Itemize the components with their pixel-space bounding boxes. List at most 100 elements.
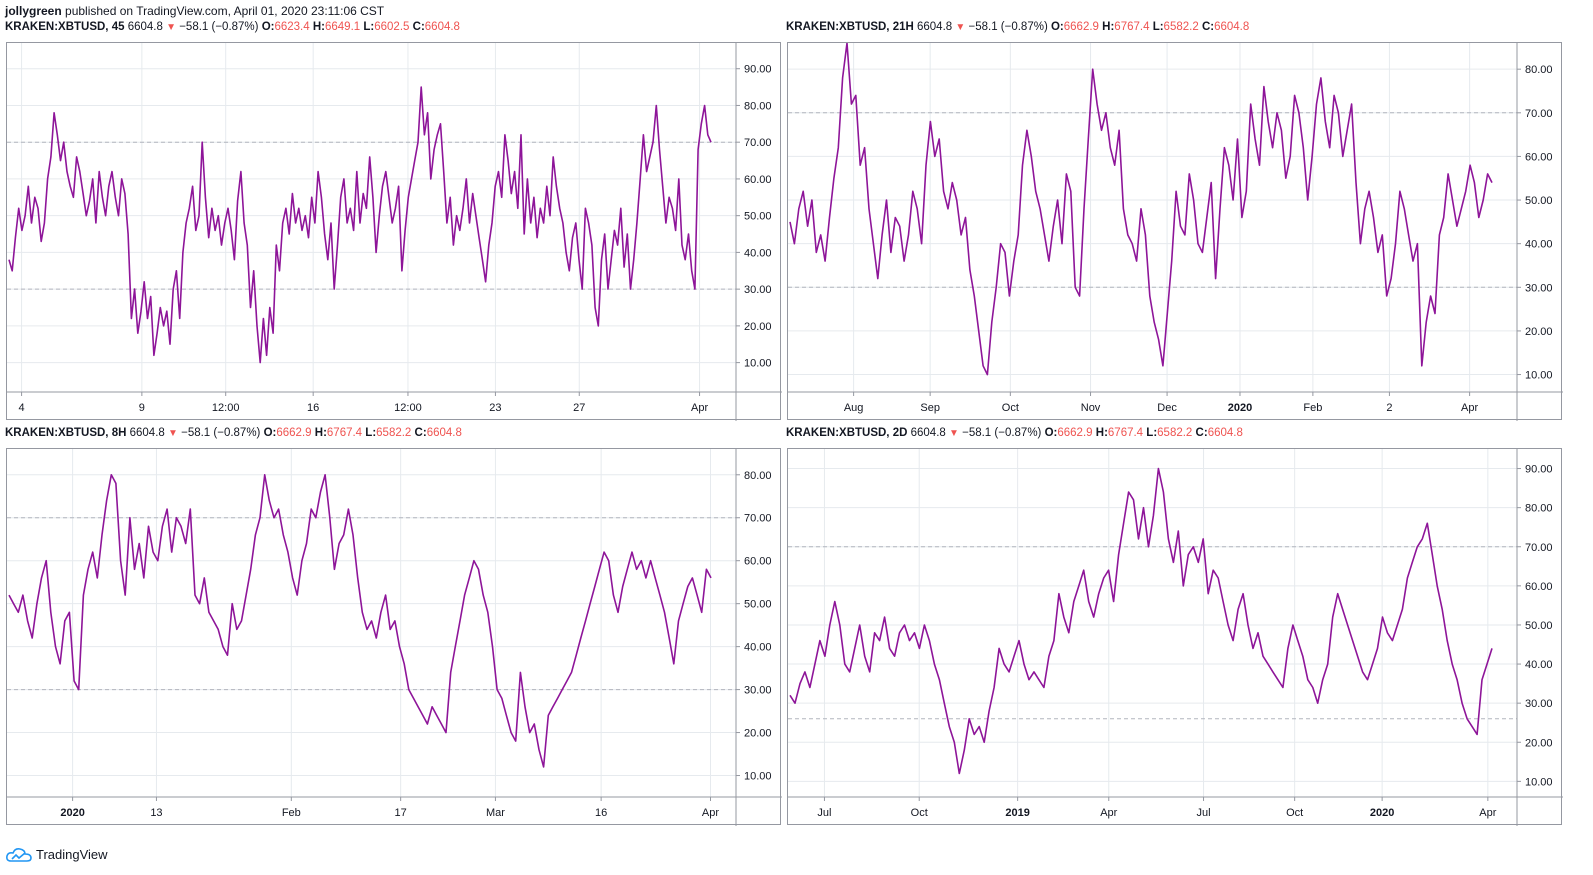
high-value: 6649.1 xyxy=(325,21,361,33)
publisher-name: jollygreen xyxy=(5,4,62,18)
x-tick-label: 4 xyxy=(19,402,25,414)
chart-panel-45m[interactable]: 10.00 20.00 30.00 40.00 50.00 60.00 70.00 80.00… xyxy=(6,42,782,421)
brand-label: TradingView xyxy=(36,847,108,862)
y-tick-label: 40.00 xyxy=(1525,239,1553,251)
chart-svg: 10.00 20.00 30.00 40.00 50.00 60.00 70.00 80.00… xyxy=(788,43,1563,421)
x-tick-label: Feb xyxy=(1303,402,1322,414)
y-tick-label: 50.00 xyxy=(1525,620,1553,632)
y-tick-label: 10.00 xyxy=(1525,370,1553,382)
publish-details: published on TradingView.com, April 01, … xyxy=(65,4,385,18)
rsi-series-line xyxy=(8,473,712,768)
tradingview-logo[interactable]: TradingView xyxy=(6,847,108,862)
chart-panel-8h[interactable]: 10.00 20.00 30.00 40.00 50.00 60.00 70.00 80.00… xyxy=(6,448,782,826)
x-tick-label: Oct xyxy=(1286,807,1303,819)
x-tick-label: Sep xyxy=(920,402,940,414)
y-tick-label: 20.00 xyxy=(1525,326,1553,338)
x-tick-label: 12:00 xyxy=(394,402,422,414)
x-tick-label: 2019 xyxy=(1005,807,1029,819)
x-tick-label: 17 xyxy=(395,807,407,819)
chart-panel-2d[interactable]: 10.00 20.00 30.00 40.00 50.00 60.00 70.00 80.00… xyxy=(787,448,1563,826)
down-arrow-icon: ▼ xyxy=(166,22,176,33)
x-tick-label: 2020 xyxy=(1370,807,1394,819)
cloud-icon xyxy=(6,847,32,862)
y-tick-label: 90.00 xyxy=(1525,464,1553,476)
y-tick-label: 70.00 xyxy=(744,137,772,149)
y-tick-label: 30.00 xyxy=(1525,698,1553,710)
close-value: 6604.8 xyxy=(1214,21,1250,33)
panel-3-header: KRAKEN:XBTUSD, 8H 6604.8 ▼ −58.1 (−0.87%… xyxy=(5,427,462,439)
x-tick-label: Nov xyxy=(1081,402,1101,414)
open-value: 6662.9 xyxy=(1063,21,1099,33)
down-arrow-icon: ▼ xyxy=(955,22,966,33)
y-tick-label: 60.00 xyxy=(744,556,772,568)
close-value: 6604.8 xyxy=(1207,427,1243,439)
y-tick-label: 10.00 xyxy=(744,771,772,783)
last-price: 6604.8 xyxy=(129,427,165,439)
x-tick-label: 23 xyxy=(489,402,501,414)
high-value: 6767.4 xyxy=(1107,427,1144,439)
panel-1-header: KRAKEN:XBTUSD, 45 6604.8 ▼ −58.1 (−0.87%… xyxy=(5,21,460,33)
x-tick-label: 2020 xyxy=(60,807,84,819)
y-tick-label: 30.00 xyxy=(744,284,772,296)
rsi-series-line xyxy=(8,86,712,364)
y-tick-label: 60.00 xyxy=(1525,581,1553,593)
last-price: 6604.8 xyxy=(910,427,946,439)
y-tick-label: 80.00 xyxy=(1525,503,1553,515)
x-tick-label: 12:00 xyxy=(212,402,240,414)
symbol-label: KRAKEN:XBTUSD, 21H xyxy=(786,21,914,33)
low-value: 6582.2 xyxy=(1163,21,1199,33)
rsi-series-line xyxy=(789,43,1493,376)
y-tick-label: 60.00 xyxy=(744,174,772,186)
x-tick-label: 27 xyxy=(573,402,585,414)
x-tick-label: Apr xyxy=(691,402,708,414)
y-tick-label: 90.00 xyxy=(744,64,772,76)
y-tick-label: 60.00 xyxy=(1525,151,1553,163)
y-tick-label: 50.00 xyxy=(1525,195,1553,207)
x-tick-label: Oct xyxy=(1002,402,1019,414)
y-tick-label: 30.00 xyxy=(1525,282,1553,294)
x-tick-label: 16 xyxy=(595,807,607,819)
low-value: 6602.5 xyxy=(374,21,410,33)
y-tick-label: 50.00 xyxy=(744,211,772,223)
chart-panel-21h[interactable]: 10.00 20.00 30.00 40.00 50.00 60.00 70.00 80.00… xyxy=(787,42,1563,421)
open-value: 6623.4 xyxy=(274,21,310,33)
down-arrow-icon: ▼ xyxy=(949,428,959,439)
close-value: 6604.8 xyxy=(424,21,460,33)
y-tick-label: 20.00 xyxy=(744,728,772,740)
open-value: 6662.9 xyxy=(1057,427,1093,439)
low-value: 6582.2 xyxy=(1157,427,1193,439)
y-tick-label: 20.00 xyxy=(744,321,772,333)
y-tick-label: 40.00 xyxy=(1525,659,1553,671)
low-value: 6582.2 xyxy=(376,427,412,439)
x-tick-label: 2020 xyxy=(1228,402,1252,414)
last-price: 6604.8 xyxy=(917,21,953,33)
y-tick-label: 10.00 xyxy=(1525,776,1553,788)
x-tick-label: Mar xyxy=(486,807,505,819)
open-value: 6662.9 xyxy=(276,427,312,439)
y-tick-label: 80.00 xyxy=(744,100,772,112)
y-tick-label: 70.00 xyxy=(1525,108,1553,120)
price-change: −58.1 (−0.87%) xyxy=(962,427,1042,439)
x-tick-label: Jul xyxy=(817,807,831,819)
x-tick-label: Dec xyxy=(1157,402,1177,414)
symbol-label: KRAKEN:XBTUSD, 8H xyxy=(5,427,127,439)
y-tick-label: 70.00 xyxy=(744,513,772,525)
y-tick-label: 40.00 xyxy=(744,642,772,654)
x-tick-label: Aug xyxy=(844,402,864,414)
y-tick-label: 20.00 xyxy=(1525,737,1553,749)
price-change: −58.1 (−0.87%) xyxy=(968,21,1048,33)
x-tick-label: 16 xyxy=(307,402,319,414)
price-change: −58.1 (−0.87%) xyxy=(179,21,259,33)
x-tick-label: Feb xyxy=(282,807,301,819)
panel-2-header: KRAKEN:XBTUSD, 21H 6604.8 ▼ −58.1 (−0.87… xyxy=(786,21,1250,33)
y-tick-label: 30.00 xyxy=(744,685,772,697)
y-tick-label: 40.00 xyxy=(744,247,772,259)
x-tick-label: Apr xyxy=(702,807,719,819)
down-arrow-icon: ▼ xyxy=(168,428,178,439)
close-value: 6604.8 xyxy=(426,427,462,439)
chart-svg: 10.00 20.00 30.00 40.00 50.00 60.00 70.00 80.00… xyxy=(7,449,782,826)
chart-svg: 10.00 20.00 30.00 40.00 50.00 60.00 70.00 80.00… xyxy=(7,43,782,421)
panel-4-header: KRAKEN:XBTUSD, 2D 6604.8 ▼ −58.1 (−0.87%… xyxy=(786,427,1243,439)
publish-info: jollygreen published on TradingView.com,… xyxy=(5,4,384,18)
x-tick-label: 13 xyxy=(150,807,162,819)
